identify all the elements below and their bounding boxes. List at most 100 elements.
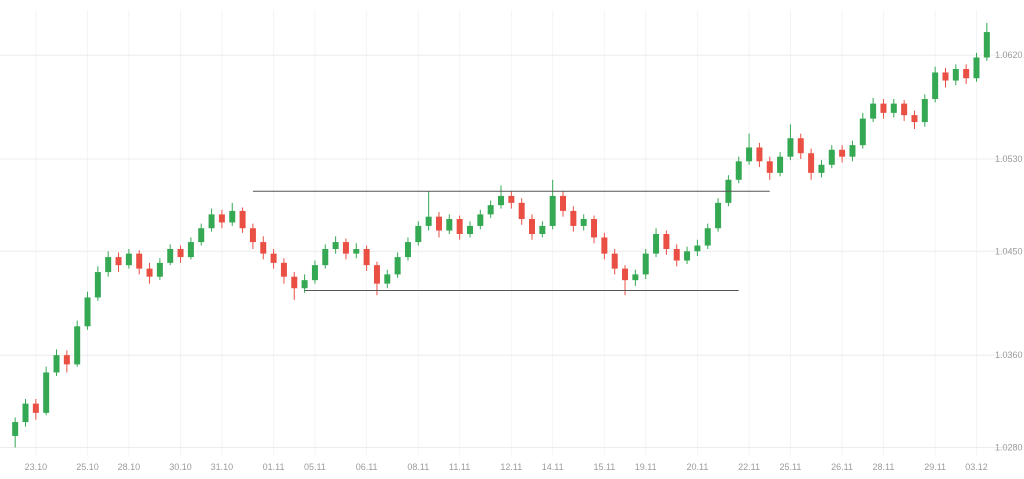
- candle-body: [74, 326, 81, 365]
- x-axis-label: 08.11: [407, 462, 429, 472]
- candle-body: [260, 242, 267, 254]
- candle-body: [94, 272, 101, 298]
- candle-body: [642, 253, 649, 275]
- candle-body: [373, 265, 380, 284]
- candle-body: [187, 242, 194, 258]
- x-axis-label: 23.10: [25, 462, 48, 472]
- candle-body: [125, 253, 132, 266]
- candle-body: [560, 195, 567, 211]
- candle-body: [756, 147, 763, 162]
- y-axis-label: 1.0280: [995, 442, 1023, 452]
- candle-body: [921, 99, 928, 123]
- x-axis-label: 03.12: [965, 462, 988, 472]
- candle-body: [828, 149, 835, 165]
- candle-body: [218, 214, 225, 223]
- candle-body: [435, 216, 442, 231]
- candle-body: [43, 372, 50, 413]
- candle-body: [477, 214, 484, 226]
- candle-body: [890, 103, 897, 113]
- candle-body: [653, 234, 660, 254]
- candle-body: [684, 251, 691, 261]
- candle-body: [601, 237, 608, 254]
- candle-body: [911, 115, 918, 123]
- candle-body: [301, 280, 308, 289]
- y-axis-label: 1.0360: [995, 350, 1023, 360]
- candle-body: [456, 219, 463, 234]
- candle-body: [84, 297, 91, 327]
- candle-body: [384, 274, 391, 284]
- candle-body: [425, 216, 432, 226]
- candle-body: [663, 234, 670, 249]
- candle-body: [808, 153, 815, 173]
- candle-body: [63, 355, 70, 365]
- candle-body: [446, 219, 453, 231]
- y-axis-label: 1.0450: [995, 246, 1023, 256]
- candle-body: [311, 265, 318, 281]
- candle-body: [766, 161, 773, 173]
- x-axis-label: 29.11: [924, 462, 946, 472]
- candle-body: [280, 262, 287, 277]
- candle-body: [704, 228, 711, 246]
- candle-body: [942, 72, 949, 81]
- candle-body: [22, 403, 29, 423]
- candle-body: [570, 210, 577, 226]
- candle-body: [849, 145, 856, 157]
- candle-body: [229, 210, 236, 223]
- y-axis-label: 1.0620: [995, 50, 1023, 60]
- candle-body: [591, 219, 598, 238]
- candle-body: [156, 262, 163, 277]
- x-axis-label: 06.11: [356, 462, 378, 472]
- candle-body: [508, 195, 515, 203]
- x-axis-label: 01.11: [263, 462, 285, 472]
- candle-body: [198, 228, 205, 243]
- candle-body: [973, 57, 980, 79]
- candle-body: [870, 103, 877, 119]
- candle-body: [839, 149, 846, 157]
- candle-body: [787, 138, 794, 157]
- candle-body: [249, 228, 256, 243]
- candle-body: [715, 202, 722, 229]
- x-axis-label: 05.11: [304, 462, 326, 472]
- candle-body: [611, 253, 618, 269]
- candle-body: [746, 147, 753, 162]
- candle-body: [673, 249, 680, 261]
- candle-body: [332, 242, 339, 249]
- candle-body: [353, 249, 360, 254]
- x-axis-label: 22.11: [738, 462, 760, 472]
- candle-body: [136, 253, 143, 269]
- x-axis-label: 28.10: [118, 462, 141, 472]
- candle-body: [177, 249, 184, 258]
- candle-body: [342, 242, 349, 254]
- candle-body: [12, 422, 19, 436]
- candle-body: [952, 69, 959, 81]
- candle-body: [363, 249, 370, 266]
- x-axis-label: 28.11: [873, 462, 895, 472]
- candle-body: [146, 268, 153, 277]
- x-axis-label: 12.11: [500, 462, 522, 472]
- x-axis-label: 11.11: [449, 462, 470, 472]
- candle-body: [963, 69, 970, 79]
- candle-body: [105, 257, 112, 273]
- candle-body: [466, 225, 473, 234]
- candle-body: [632, 274, 639, 281]
- candle-body: [797, 138, 804, 154]
- candle-body: [859, 118, 866, 146]
- candle-body: [415, 225, 422, 243]
- candle-body: [208, 214, 215, 229]
- x-axis-label: 26.11: [831, 462, 853, 472]
- x-axis-label: 19.11: [635, 462, 657, 472]
- x-axis-label: 31.10: [211, 462, 234, 472]
- candle-body: [32, 403, 39, 413]
- candle-body: [394, 257, 401, 275]
- x-axis-label: 20.11: [686, 462, 708, 472]
- candle-body: [694, 245, 701, 252]
- candle-body: [549, 195, 556, 226]
- candle-body: [901, 103, 908, 116]
- x-axis-label: 14.11: [542, 462, 564, 472]
- x-axis-label: 25.11: [780, 462, 802, 472]
- candle-body: [529, 219, 536, 234]
- candle-body: [487, 205, 494, 215]
- candle-body: [932, 72, 939, 99]
